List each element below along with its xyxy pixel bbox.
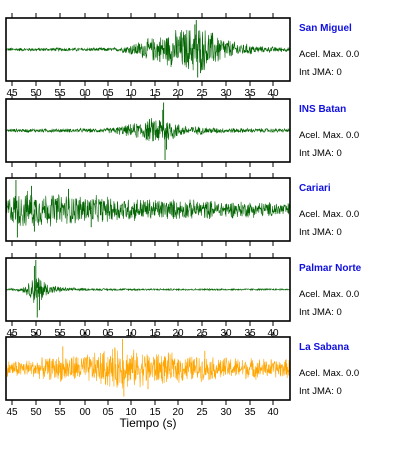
- x-tick-label: 30: [220, 407, 232, 418]
- max-acceleration-value: 0.0: [343, 289, 360, 300]
- x-tick-label: 10: [125, 88, 137, 99]
- x-tick-label: 05: [102, 88, 114, 99]
- x-tick-label: 45: [6, 88, 18, 99]
- panel-san-miguel: 45 50 55 00 05 10 15 20 25 30 35 40: [5, 13, 291, 99]
- panel-frame: [5, 98, 291, 163]
- jma-intensity-value: 0: [333, 386, 342, 397]
- x-tick-label: 00: [79, 88, 91, 99]
- x-tick-label: 40: [267, 407, 279, 418]
- panel-palmar-norte: 45 50 55 00 05 10 15 20 25 30 35 40: [5, 253, 291, 339]
- station-name: San Miguel: [299, 23, 352, 34]
- x-tick-label: 30: [220, 88, 232, 99]
- jma-intensity-label: Int JMA:: [299, 67, 334, 78]
- station-name: La Sabana: [299, 342, 350, 353]
- jma-intensity-value: 0: [333, 307, 342, 318]
- station-name: INS Batan: [299, 104, 347, 115]
- x-tick-label: 20: [172, 88, 184, 99]
- max-acceleration: Acel. Max. 0.0: [299, 127, 407, 145]
- x-tick-label: 25: [196, 88, 208, 99]
- x-tick-label: 55: [54, 407, 66, 418]
- x-tick-label: 25: [196, 407, 208, 418]
- x-tick-label: 50: [30, 88, 42, 99]
- jma-intensity: Int JMA: 0: [299, 383, 407, 401]
- station-name: Palmar Norte: [299, 263, 362, 274]
- panel-frame: [5, 336, 291, 401]
- x-tick-label: 55: [54, 88, 66, 99]
- x-tick-label: 10: [125, 407, 137, 418]
- panel-frame: [5, 17, 291, 82]
- max-acceleration: Acel. Max. 0.0: [299, 46, 407, 64]
- x-tick-label: 05: [102, 407, 114, 418]
- jma-intensity-label: Int JMA:: [299, 307, 334, 318]
- max-acceleration-label: Acel. Max.: [299, 289, 344, 300]
- x-tick-label: 40: [267, 88, 279, 99]
- panel-frame: [5, 177, 291, 242]
- panel-la-sabana: 45 50 55 00 05 10 15 20 25 30 35 40: [5, 332, 291, 418]
- max-acceleration-value: 0.0: [343, 49, 360, 60]
- jma-intensity-value: 0: [333, 227, 342, 238]
- station-info: INS Batan Acel. Max. 0.0 Int JMA: 0: [299, 103, 407, 163]
- x-axis-label: Tiempo (s): [120, 416, 177, 430]
- panel-ins-batan: [5, 94, 291, 167]
- station-info: Palmar Norte Acel. Max. 0.0 Int JMA: 0: [299, 262, 407, 322]
- panel-cariari: [5, 173, 291, 246]
- jma-intensity: Int JMA: 0: [299, 224, 407, 242]
- max-acceleration: Acel. Max. 0.0: [299, 206, 407, 224]
- jma-intensity: Int JMA: 0: [299, 145, 407, 163]
- station-info: San Miguel Acel. Max. 0.0 Int JMA: 0: [299, 22, 407, 82]
- station-info: Cariari Acel. Max. 0.0 Int JMA: 0: [299, 182, 407, 242]
- spacer: [299, 196, 407, 206]
- x-tick-label: 45: [6, 407, 18, 418]
- max-acceleration-label: Acel. Max.: [299, 49, 344, 60]
- station-name: Cariari: [299, 183, 331, 194]
- waveform-trace: [5, 190, 291, 227]
- station-info: La Sabana Acel. Max. 0.0 Int JMA: 0: [299, 341, 407, 401]
- jma-intensity: Int JMA: 0: [299, 304, 407, 322]
- max-acceleration-value: 0.0: [343, 209, 360, 220]
- max-acceleration-value: 0.0: [343, 130, 360, 141]
- jma-intensity-label: Int JMA:: [299, 227, 334, 238]
- jma-intensity-value: 0: [333, 67, 342, 78]
- max-acceleration: Acel. Max. 0.0: [299, 365, 407, 383]
- spacer: [299, 276, 407, 286]
- jma-intensity-label: Int JMA:: [299, 148, 334, 159]
- x-tick-label: 00: [79, 407, 91, 418]
- x-tick-label: 20: [172, 407, 184, 418]
- max-acceleration-label: Acel. Max.: [299, 368, 344, 379]
- x-tick-label: 15: [149, 88, 161, 99]
- jma-intensity: Int JMA: 0: [299, 64, 407, 82]
- waveform-trace: [5, 347, 291, 389]
- spacer: [299, 117, 407, 127]
- spacer: [299, 36, 407, 46]
- x-tick-label: 35: [244, 88, 256, 99]
- max-acceleration-value: 0.0: [343, 368, 360, 379]
- jma-intensity-label: Int JMA:: [299, 386, 334, 397]
- waveform-trace: [5, 277, 291, 303]
- x-tick-label: 50: [30, 407, 42, 418]
- x-tick-label: 15: [149, 407, 161, 418]
- max-acceleration: Acel. Max. 0.0: [299, 286, 407, 304]
- max-acceleration-label: Acel. Max.: [299, 209, 344, 220]
- waveform-trace: [5, 30, 291, 71]
- waveform-trace: [5, 117, 291, 142]
- x-tick-label: 35: [244, 407, 256, 418]
- jma-intensity-value: 0: [333, 148, 342, 159]
- spacer: [299, 355, 407, 365]
- panel-frame: [5, 257, 291, 322]
- max-acceleration-label: Acel. Max.: [299, 130, 344, 141]
